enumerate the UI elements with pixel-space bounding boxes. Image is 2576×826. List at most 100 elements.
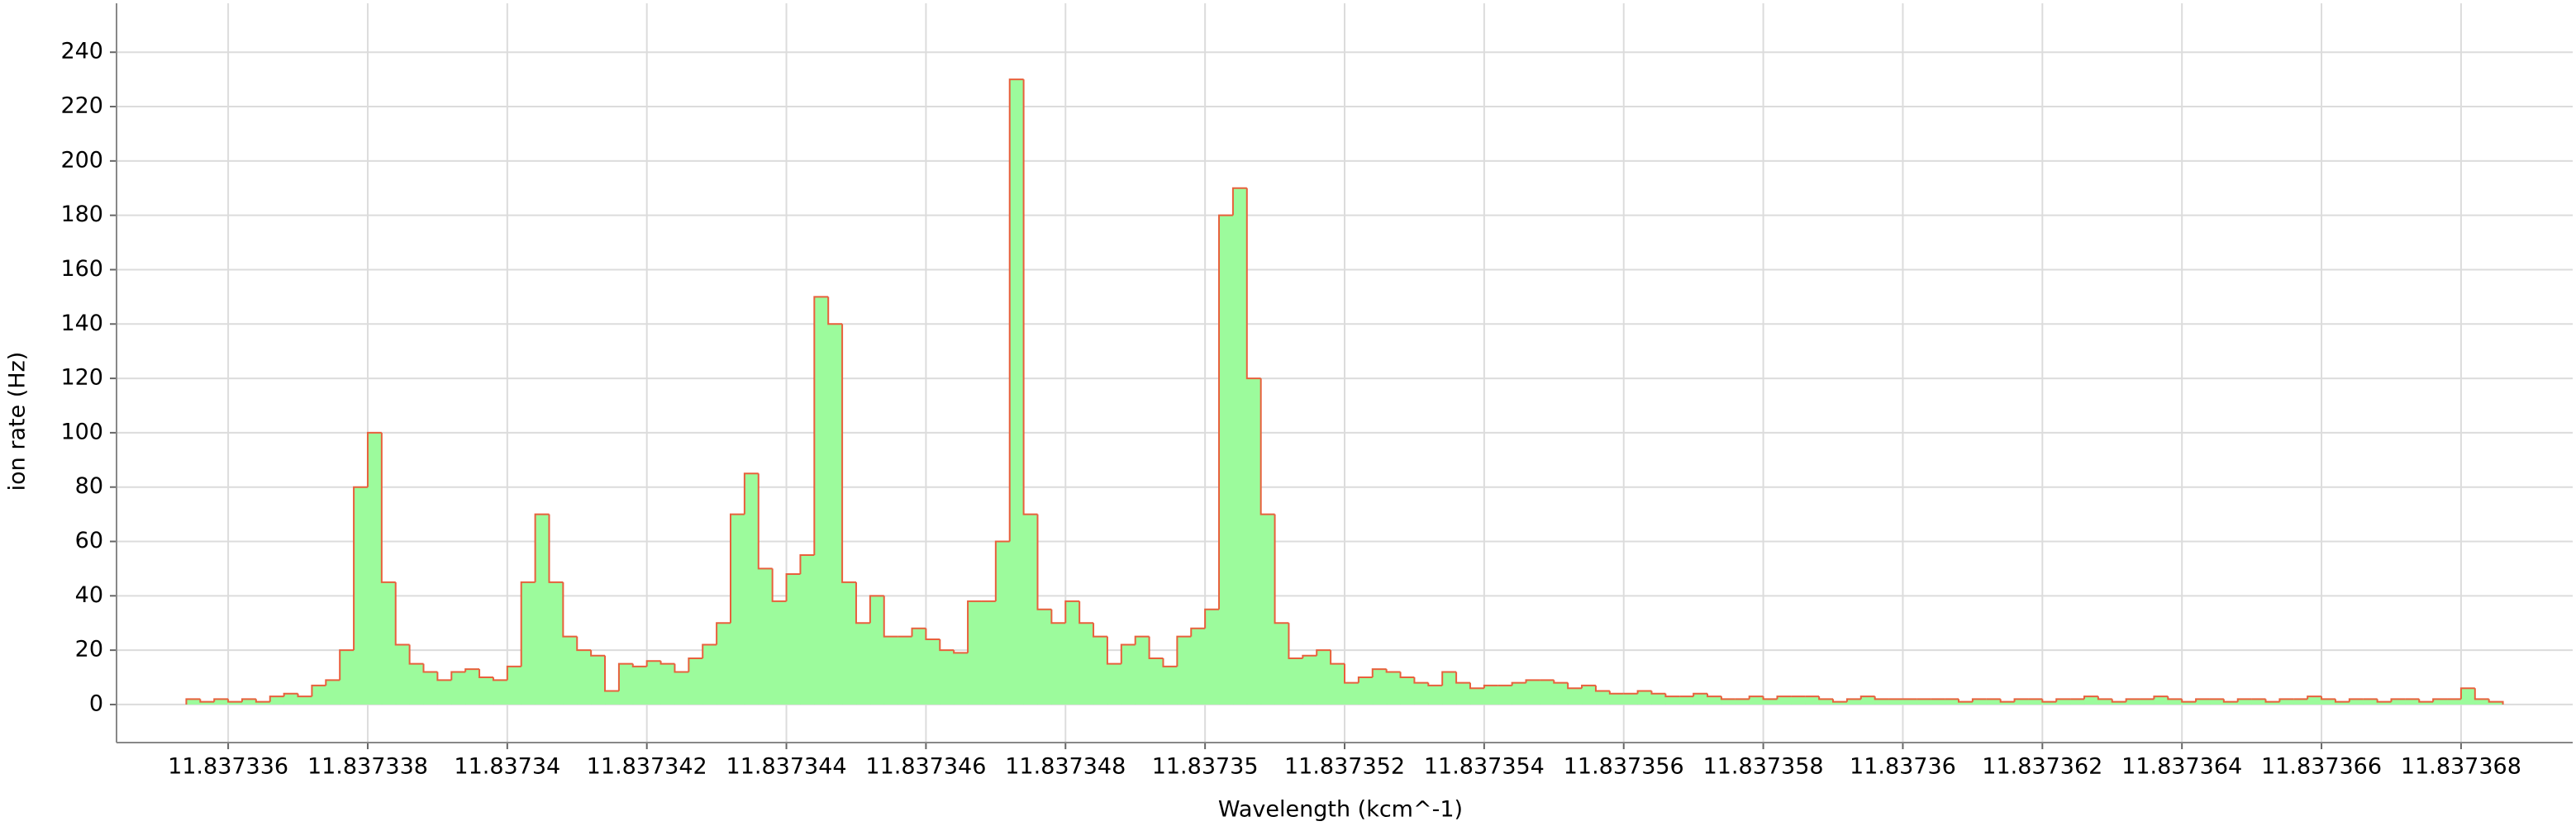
bar bbox=[409, 663, 424, 705]
bar-edge bbox=[2153, 695, 2169, 700]
bar-edge bbox=[1762, 696, 1778, 700]
bar bbox=[2140, 699, 2155, 705]
bar bbox=[1079, 623, 1094, 705]
bar bbox=[1121, 644, 1136, 705]
bar-edge bbox=[1302, 654, 1317, 658]
bar-edge bbox=[1664, 693, 1680, 698]
bar bbox=[2447, 699, 2462, 705]
bar bbox=[1763, 699, 1778, 705]
y-tick-label: 220 bbox=[60, 93, 103, 119]
bar bbox=[1986, 699, 2002, 705]
bar-edge bbox=[1176, 635, 1192, 667]
bar-edge bbox=[590, 650, 606, 657]
bar-edge bbox=[2181, 699, 2197, 703]
y-tick-label: 60 bbox=[75, 528, 103, 553]
bar bbox=[995, 541, 1011, 705]
bar bbox=[1317, 650, 1331, 705]
bar-edge bbox=[436, 672, 452, 681]
bar-edge bbox=[311, 684, 326, 697]
bar bbox=[2363, 699, 2378, 705]
bar bbox=[451, 672, 466, 705]
bar bbox=[660, 663, 675, 705]
bar bbox=[1065, 601, 1080, 705]
bar bbox=[2182, 701, 2197, 705]
x-axis-label: Wavelength (kcm^-1) bbox=[1218, 797, 1463, 823]
bar bbox=[1386, 672, 1402, 705]
bar-edge bbox=[1525, 679, 1540, 683]
bar-edge bbox=[380, 432, 396, 583]
bar bbox=[1260, 514, 1276, 705]
bar-edge bbox=[2125, 698, 2140, 702]
bar bbox=[1345, 682, 1359, 705]
bar bbox=[800, 554, 815, 705]
bar-edge bbox=[1218, 214, 1233, 610]
bar-edge bbox=[1650, 691, 1666, 695]
bar bbox=[2251, 699, 2266, 705]
bar-edge bbox=[1120, 643, 1136, 664]
bar bbox=[2196, 699, 2211, 705]
bar bbox=[563, 636, 578, 705]
bar bbox=[2474, 699, 2490, 705]
bar bbox=[1972, 699, 1988, 705]
y-tick-label: 80 bbox=[75, 473, 103, 499]
bar bbox=[2307, 696, 2322, 705]
y-axis-label: ion rate (Hz) bbox=[5, 352, 31, 491]
bar bbox=[535, 514, 550, 705]
bar-edge bbox=[2376, 699, 2392, 703]
bar bbox=[1791, 696, 1806, 705]
bar bbox=[2209, 699, 2225, 705]
bar-edge bbox=[1316, 649, 1331, 656]
bar bbox=[1931, 699, 1945, 705]
bar bbox=[688, 657, 703, 705]
x-tick-label: 11.837352 bbox=[1284, 754, 1405, 780]
bar-edge bbox=[353, 486, 368, 651]
bar-edge bbox=[1455, 672, 1470, 684]
x-tick-label: 11.837358 bbox=[1703, 754, 1824, 780]
bar bbox=[577, 650, 592, 705]
bar bbox=[1456, 682, 1471, 705]
bar bbox=[926, 638, 940, 705]
bar bbox=[1917, 699, 1931, 705]
bar bbox=[2000, 701, 2016, 705]
bar-edge bbox=[1288, 623, 1303, 659]
bar-edge bbox=[1148, 636, 1164, 659]
bar-edge bbox=[688, 657, 703, 672]
bar bbox=[2042, 701, 2057, 705]
y-tick-label: 40 bbox=[75, 582, 103, 608]
bar-edge bbox=[185, 698, 201, 705]
bar bbox=[855, 623, 871, 705]
bar bbox=[1372, 669, 1388, 705]
bar bbox=[772, 601, 788, 705]
bar-edge bbox=[1832, 699, 1847, 703]
bar-edge bbox=[339, 649, 355, 681]
bar bbox=[702, 644, 717, 705]
bar bbox=[646, 661, 662, 705]
bar bbox=[1707, 696, 1722, 705]
x-tick-label: 11.83734 bbox=[454, 754, 560, 780]
bar bbox=[1232, 188, 1248, 705]
bar bbox=[2391, 699, 2406, 705]
bar-edge bbox=[757, 473, 773, 570]
bar-edge bbox=[2097, 696, 2112, 700]
bar bbox=[1093, 636, 1108, 705]
bar bbox=[1023, 514, 1038, 705]
bar-edge bbox=[785, 572, 801, 601]
bar bbox=[731, 514, 745, 705]
bar-edge bbox=[199, 699, 215, 703]
bar-edge bbox=[869, 595, 884, 624]
bar bbox=[2335, 701, 2350, 705]
bar-edge bbox=[2334, 699, 2350, 703]
bar-edge bbox=[730, 513, 745, 624]
bar bbox=[1288, 657, 1303, 705]
bar bbox=[2126, 699, 2141, 705]
bar-edge bbox=[394, 582, 410, 646]
bar-edge bbox=[1971, 698, 1987, 702]
bar-edge bbox=[1720, 696, 1736, 700]
bar-edge bbox=[506, 665, 521, 681]
bar bbox=[605, 691, 620, 705]
bar bbox=[1400, 677, 1415, 705]
bar-edge bbox=[645, 660, 661, 667]
bar-edge bbox=[520, 581, 536, 667]
bar bbox=[828, 324, 843, 705]
bar-edge bbox=[1357, 676, 1373, 683]
